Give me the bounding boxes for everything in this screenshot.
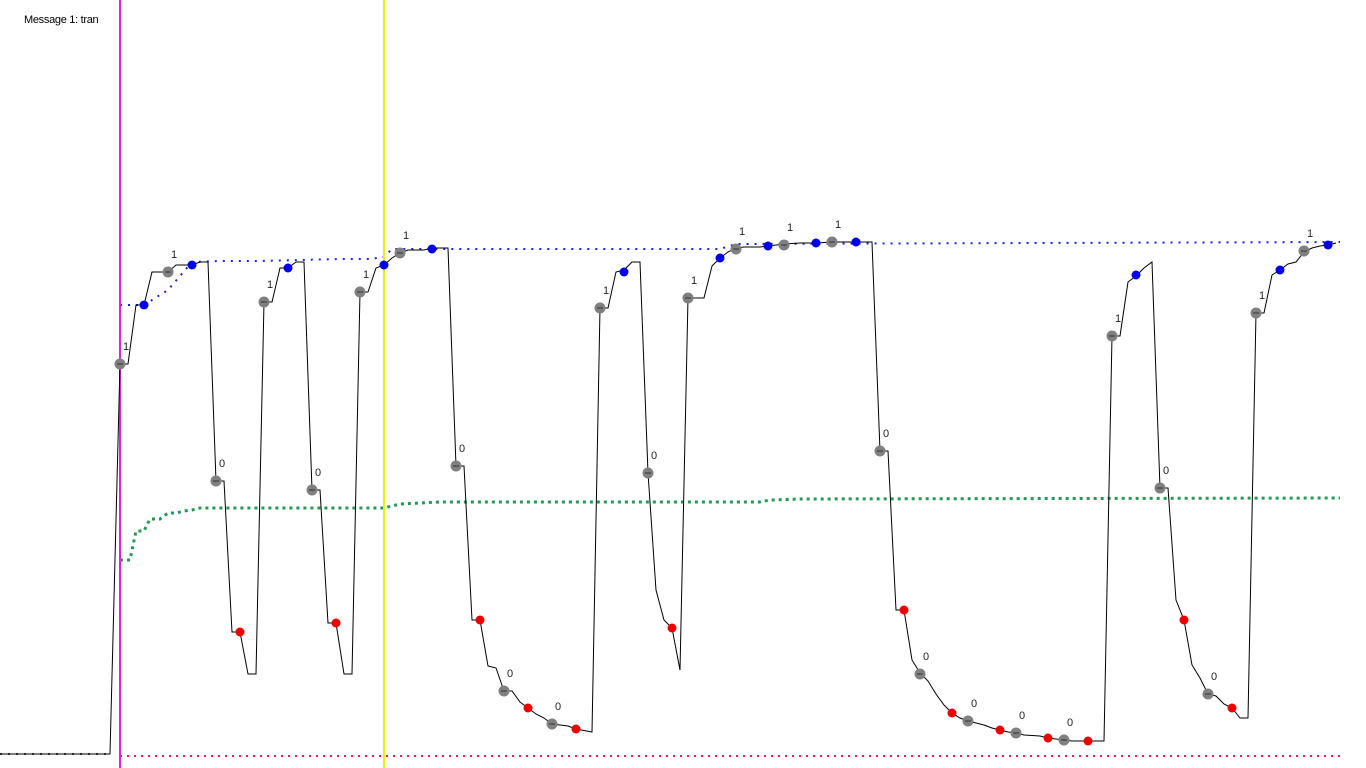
bit-label: 0: [315, 467, 321, 479]
sample-point-low: [331, 618, 341, 628]
sample-point-low: [947, 708, 957, 718]
sample-point-high: [1131, 270, 1141, 280]
sample-point-low: [235, 627, 245, 637]
bit-label: 1: [787, 222, 793, 234]
sample-point-high: [139, 300, 149, 310]
bit-label: 1: [603, 285, 609, 297]
sample-point-low: [995, 725, 1005, 735]
bit-label: 1: [403, 230, 409, 242]
sample-point-high: [763, 241, 773, 251]
bit-label: 0: [459, 443, 465, 455]
sample-points: [114, 236, 1333, 746]
sample-point-high: [187, 260, 197, 270]
sample-point-low: [1227, 703, 1237, 713]
sample-point-high: [427, 244, 437, 254]
bit-label: 0: [651, 450, 657, 462]
sample-point-low: [523, 703, 533, 713]
bit-label: 1: [171, 249, 177, 261]
signal-trace: [0, 241, 1337, 755]
level-lines: [0, 241, 1341, 757]
sample-point-low: [667, 623, 677, 633]
bit-label: 0: [555, 701, 561, 713]
bit-label: 1: [267, 279, 273, 291]
sample-point-low: [1043, 733, 1053, 743]
bit-label: 1: [123, 341, 129, 353]
bit-label: 1: [835, 219, 841, 231]
sample-point-high: [1275, 265, 1285, 275]
bit-label: 1: [1115, 313, 1121, 325]
bit-label: 1: [691, 275, 697, 287]
sample-point-high: [283, 263, 293, 273]
sample-point-low: [475, 615, 485, 625]
bit-labels: 1 1 0 1 0 1 1 0 0 0 1 0 1 1 1 1 0 0 0 0 0 1 0 0 1 1: [123, 219, 1313, 729]
sample-point-low: [1179, 615, 1189, 625]
sample-point-low: [1083, 736, 1093, 746]
threshold-line: [120, 496, 1341, 562]
chart-title: Message 1: tran: [24, 14, 99, 26]
sample-point-high: [1323, 240, 1333, 250]
bit-label: 0: [1163, 465, 1169, 477]
bit-label: 0: [971, 698, 977, 710]
sample-point-high: [811, 238, 821, 248]
signal-line: [0, 241, 1337, 755]
bit-label: 0: [219, 458, 225, 470]
bit-label: 1: [1259, 290, 1265, 302]
sample-point-low: [899, 605, 909, 615]
sample-point-high: [851, 237, 861, 247]
bit-label: 0: [1067, 717, 1073, 729]
bit-label: 0: [507, 668, 513, 680]
bit-label: 1: [1307, 228, 1313, 240]
sample-point-high: [715, 253, 725, 263]
high-level-line: [120, 241, 1341, 306]
bit-label: 0: [883, 428, 889, 440]
bit-label: 0: [923, 651, 929, 663]
bit-label: 1: [739, 226, 745, 238]
vertical-markers: [119, 0, 385, 768]
sample-point-high: [379, 260, 389, 270]
bit-label: 1: [363, 269, 369, 281]
sample-point-low: [571, 724, 581, 734]
bit-label: 0: [1211, 671, 1217, 683]
bit-label: 0: [1019, 710, 1025, 722]
sample-point-high: [619, 267, 629, 277]
